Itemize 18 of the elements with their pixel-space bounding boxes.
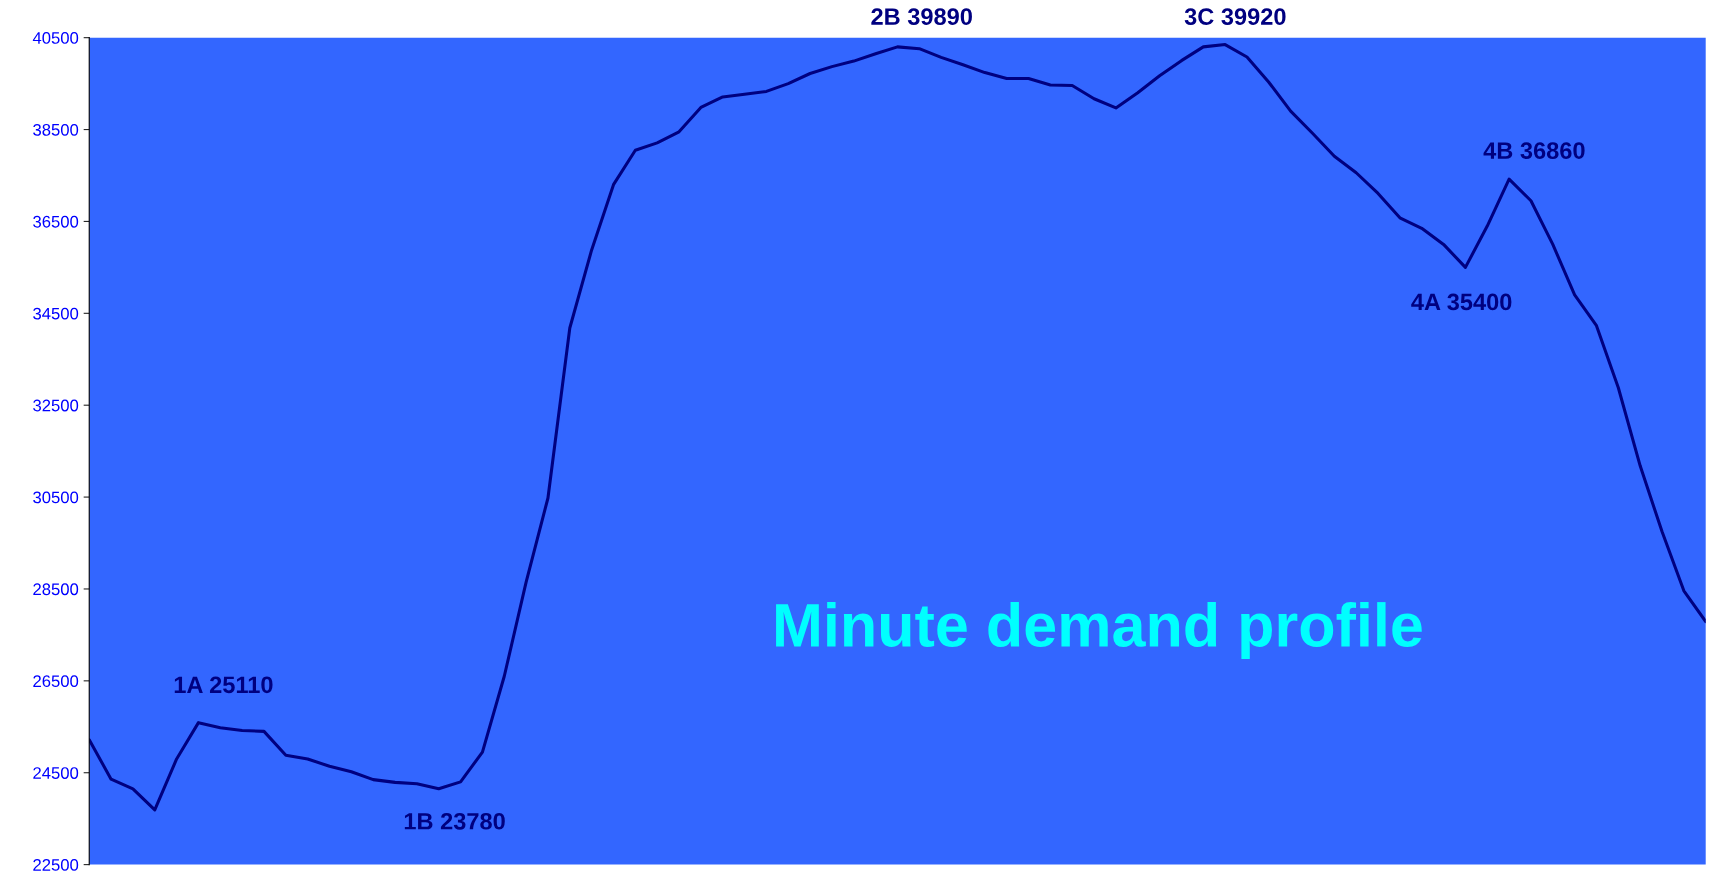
y-tick-label: 28500 [33, 583, 79, 596]
y-tick-label: 40500 [32, 32, 79, 44]
y-tick-label: 26500 [33, 675, 79, 688]
y-tick-label: 34500 [33, 307, 79, 320]
annotation: 1A 25110 [174, 676, 273, 694]
y-tick-label: 36500 [33, 215, 79, 228]
y-tick-label: 38500 [33, 123, 79, 136]
text: 3C 39920 [1184, 8, 1286, 26]
y-tick-label: 30500 [33, 491, 79, 504]
y-tick-label: 24500 [33, 767, 79, 779]
annotation: 1B 23780 [404, 812, 505, 830]
line-series [89, 43, 1706, 812]
annotation: 4B 36860 [1483, 142, 1585, 159]
y-tick-label: 22500 [33, 859, 79, 871]
text: 2B 39890 [871, 8, 972, 26]
y-tick-label: 32500 [33, 399, 79, 412]
annotation: 4A 35400 [1411, 293, 1512, 311]
text: Minute demand profile [776, 602, 1422, 660]
